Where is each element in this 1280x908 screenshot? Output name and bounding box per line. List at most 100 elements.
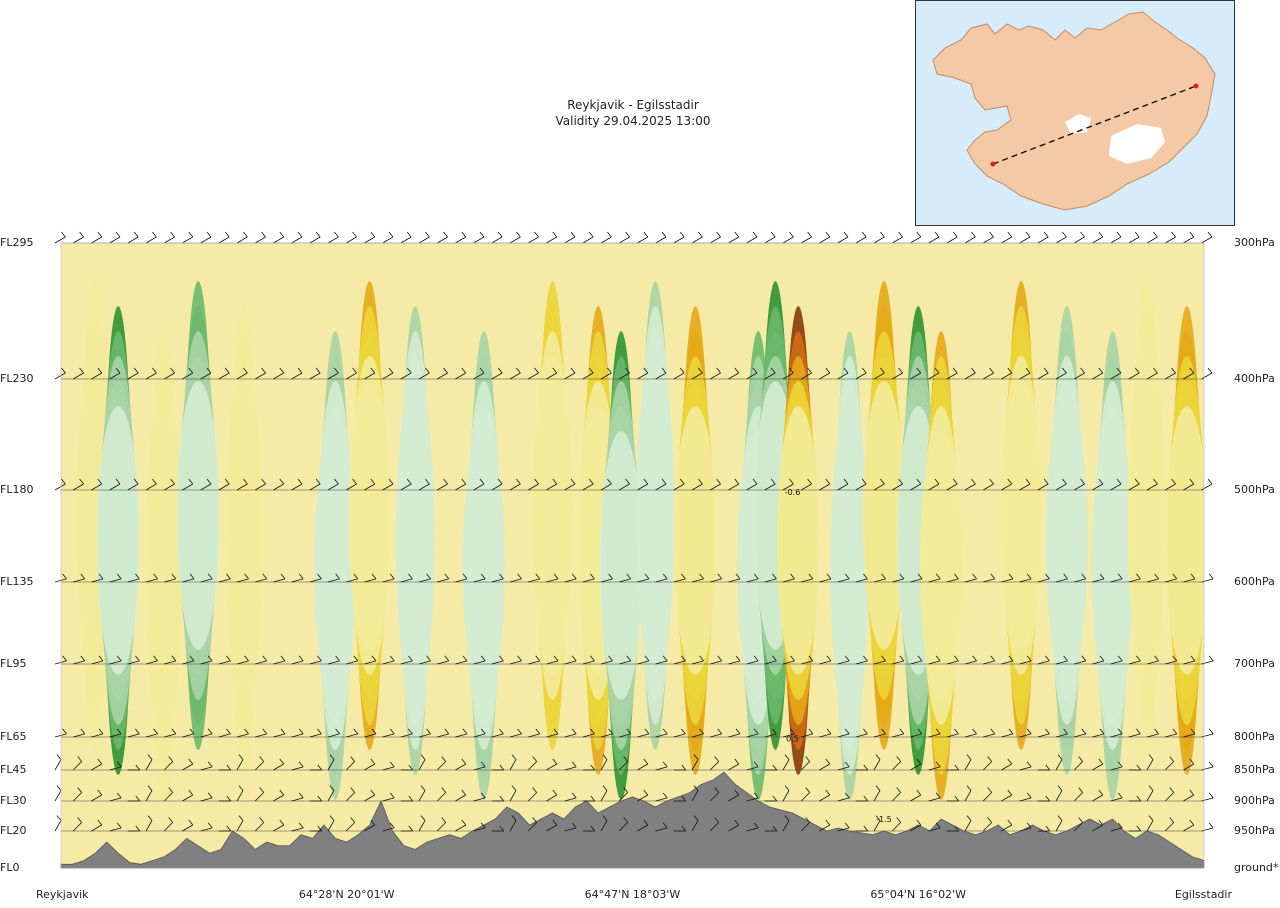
wind-barb bbox=[764, 764, 778, 771]
wind-barb bbox=[946, 231, 958, 244]
wind-barb bbox=[346, 573, 359, 583]
wind-barb bbox=[782, 785, 790, 802]
barb-row bbox=[54, 231, 1213, 244]
wind-barb bbox=[691, 231, 703, 244]
flight-level-label: FL20 bbox=[0, 824, 27, 837]
glacier-southeast bbox=[1109, 124, 1165, 164]
wind-barb bbox=[54, 785, 62, 802]
wind-barb bbox=[364, 367, 376, 380]
wind-barb bbox=[892, 478, 903, 491]
plot-frame bbox=[60, 242, 1205, 869]
wind-barb bbox=[746, 792, 759, 802]
wind-barb bbox=[255, 728, 268, 738]
wind-barb bbox=[710, 655, 723, 665]
wind-barb bbox=[800, 787, 810, 802]
wind-barb bbox=[910, 573, 923, 583]
wind-barb bbox=[691, 478, 703, 491]
wind-barb bbox=[436, 787, 446, 802]
wind-barb bbox=[91, 478, 103, 491]
wind-barb bbox=[254, 367, 266, 380]
wind-barb bbox=[764, 231, 776, 244]
wind-barb bbox=[346, 728, 359, 738]
vertical-motion-shading bbox=[61, 243, 1204, 868]
wind-barb bbox=[1110, 761, 1123, 771]
wind-barb bbox=[145, 478, 157, 491]
wind-barb bbox=[946, 655, 959, 665]
wind-barb bbox=[546, 367, 558, 380]
wind-barb bbox=[400, 655, 413, 665]
wind-barb bbox=[964, 754, 972, 771]
wind-barb bbox=[327, 754, 335, 771]
wind-barb bbox=[1001, 789, 1013, 802]
wind-barb bbox=[764, 795, 778, 802]
wind-barb bbox=[1164, 756, 1174, 771]
wind-barb bbox=[1037, 764, 1051, 771]
wind-barb bbox=[1110, 231, 1122, 244]
wind-barb bbox=[528, 655, 541, 665]
wind-barb bbox=[837, 231, 849, 244]
wind-barb bbox=[127, 728, 140, 738]
wind-barb bbox=[782, 478, 794, 491]
wind-barb bbox=[710, 573, 723, 583]
wind-barb bbox=[400, 764, 414, 771]
motion-column bbox=[635, 281, 675, 750]
wind-barb bbox=[72, 756, 82, 771]
wind-barb bbox=[273, 728, 286, 738]
wind-barb bbox=[418, 367, 430, 380]
wind-barb bbox=[1092, 478, 1104, 491]
barb-row bbox=[54, 655, 1214, 665]
wind-barb bbox=[345, 756, 355, 771]
wind-barb bbox=[364, 573, 377, 583]
wind-barb bbox=[782, 231, 794, 244]
wind-barb bbox=[473, 728, 486, 738]
barb-row bbox=[54, 815, 1214, 832]
wind-barb bbox=[582, 655, 595, 665]
wind-barb bbox=[746, 761, 759, 771]
route-start-marker bbox=[990, 161, 996, 167]
wind-barb bbox=[473, 573, 486, 583]
wind-barb bbox=[145, 573, 158, 583]
wind-barb bbox=[200, 231, 212, 244]
wind-barb bbox=[891, 756, 901, 771]
motion-column bbox=[919, 331, 963, 800]
wind-barb bbox=[491, 764, 505, 771]
wind-barb bbox=[473, 655, 486, 665]
wind-barb bbox=[892, 231, 903, 244]
wind-barb bbox=[1183, 478, 1195, 491]
wind-barb bbox=[327, 478, 339, 491]
wind-barb bbox=[1092, 728, 1105, 738]
wind-barb bbox=[218, 573, 231, 583]
wind-barb bbox=[400, 573, 413, 583]
wind-barb bbox=[764, 825, 778, 832]
wind-barb bbox=[855, 231, 867, 244]
wind-barb bbox=[91, 758, 103, 771]
route-position-label: 64°28'N 20°01'W bbox=[298, 888, 395, 901]
wind-barb bbox=[1165, 728, 1178, 738]
wind-barb bbox=[91, 231, 103, 244]
wind-barb bbox=[564, 761, 577, 771]
wind-barb bbox=[819, 655, 832, 665]
wind-barb bbox=[109, 822, 122, 832]
wind-barb bbox=[873, 367, 885, 380]
wind-barb bbox=[236, 785, 244, 802]
wind-barb bbox=[673, 655, 686, 665]
motion-contour bbox=[919, 431, 963, 700]
wind-barb bbox=[364, 655, 377, 665]
wind-barb bbox=[1110, 573, 1123, 583]
wind-barb bbox=[273, 573, 286, 583]
wind-barb bbox=[109, 792, 122, 802]
wind-barb bbox=[855, 367, 867, 380]
wind-barb bbox=[1092, 367, 1104, 380]
flight-level-label: FL135 bbox=[0, 575, 34, 588]
wind-barb bbox=[1074, 728, 1087, 738]
motion-contour bbox=[96, 406, 140, 675]
wind-barb bbox=[254, 756, 264, 771]
wind-barb bbox=[509, 573, 522, 583]
wind-barb bbox=[892, 728, 905, 738]
wind-barb bbox=[345, 787, 355, 802]
wind-barb bbox=[837, 792, 850, 802]
wind-barb bbox=[873, 573, 886, 583]
wind-barb bbox=[309, 655, 322, 665]
wind-barb bbox=[491, 478, 503, 491]
